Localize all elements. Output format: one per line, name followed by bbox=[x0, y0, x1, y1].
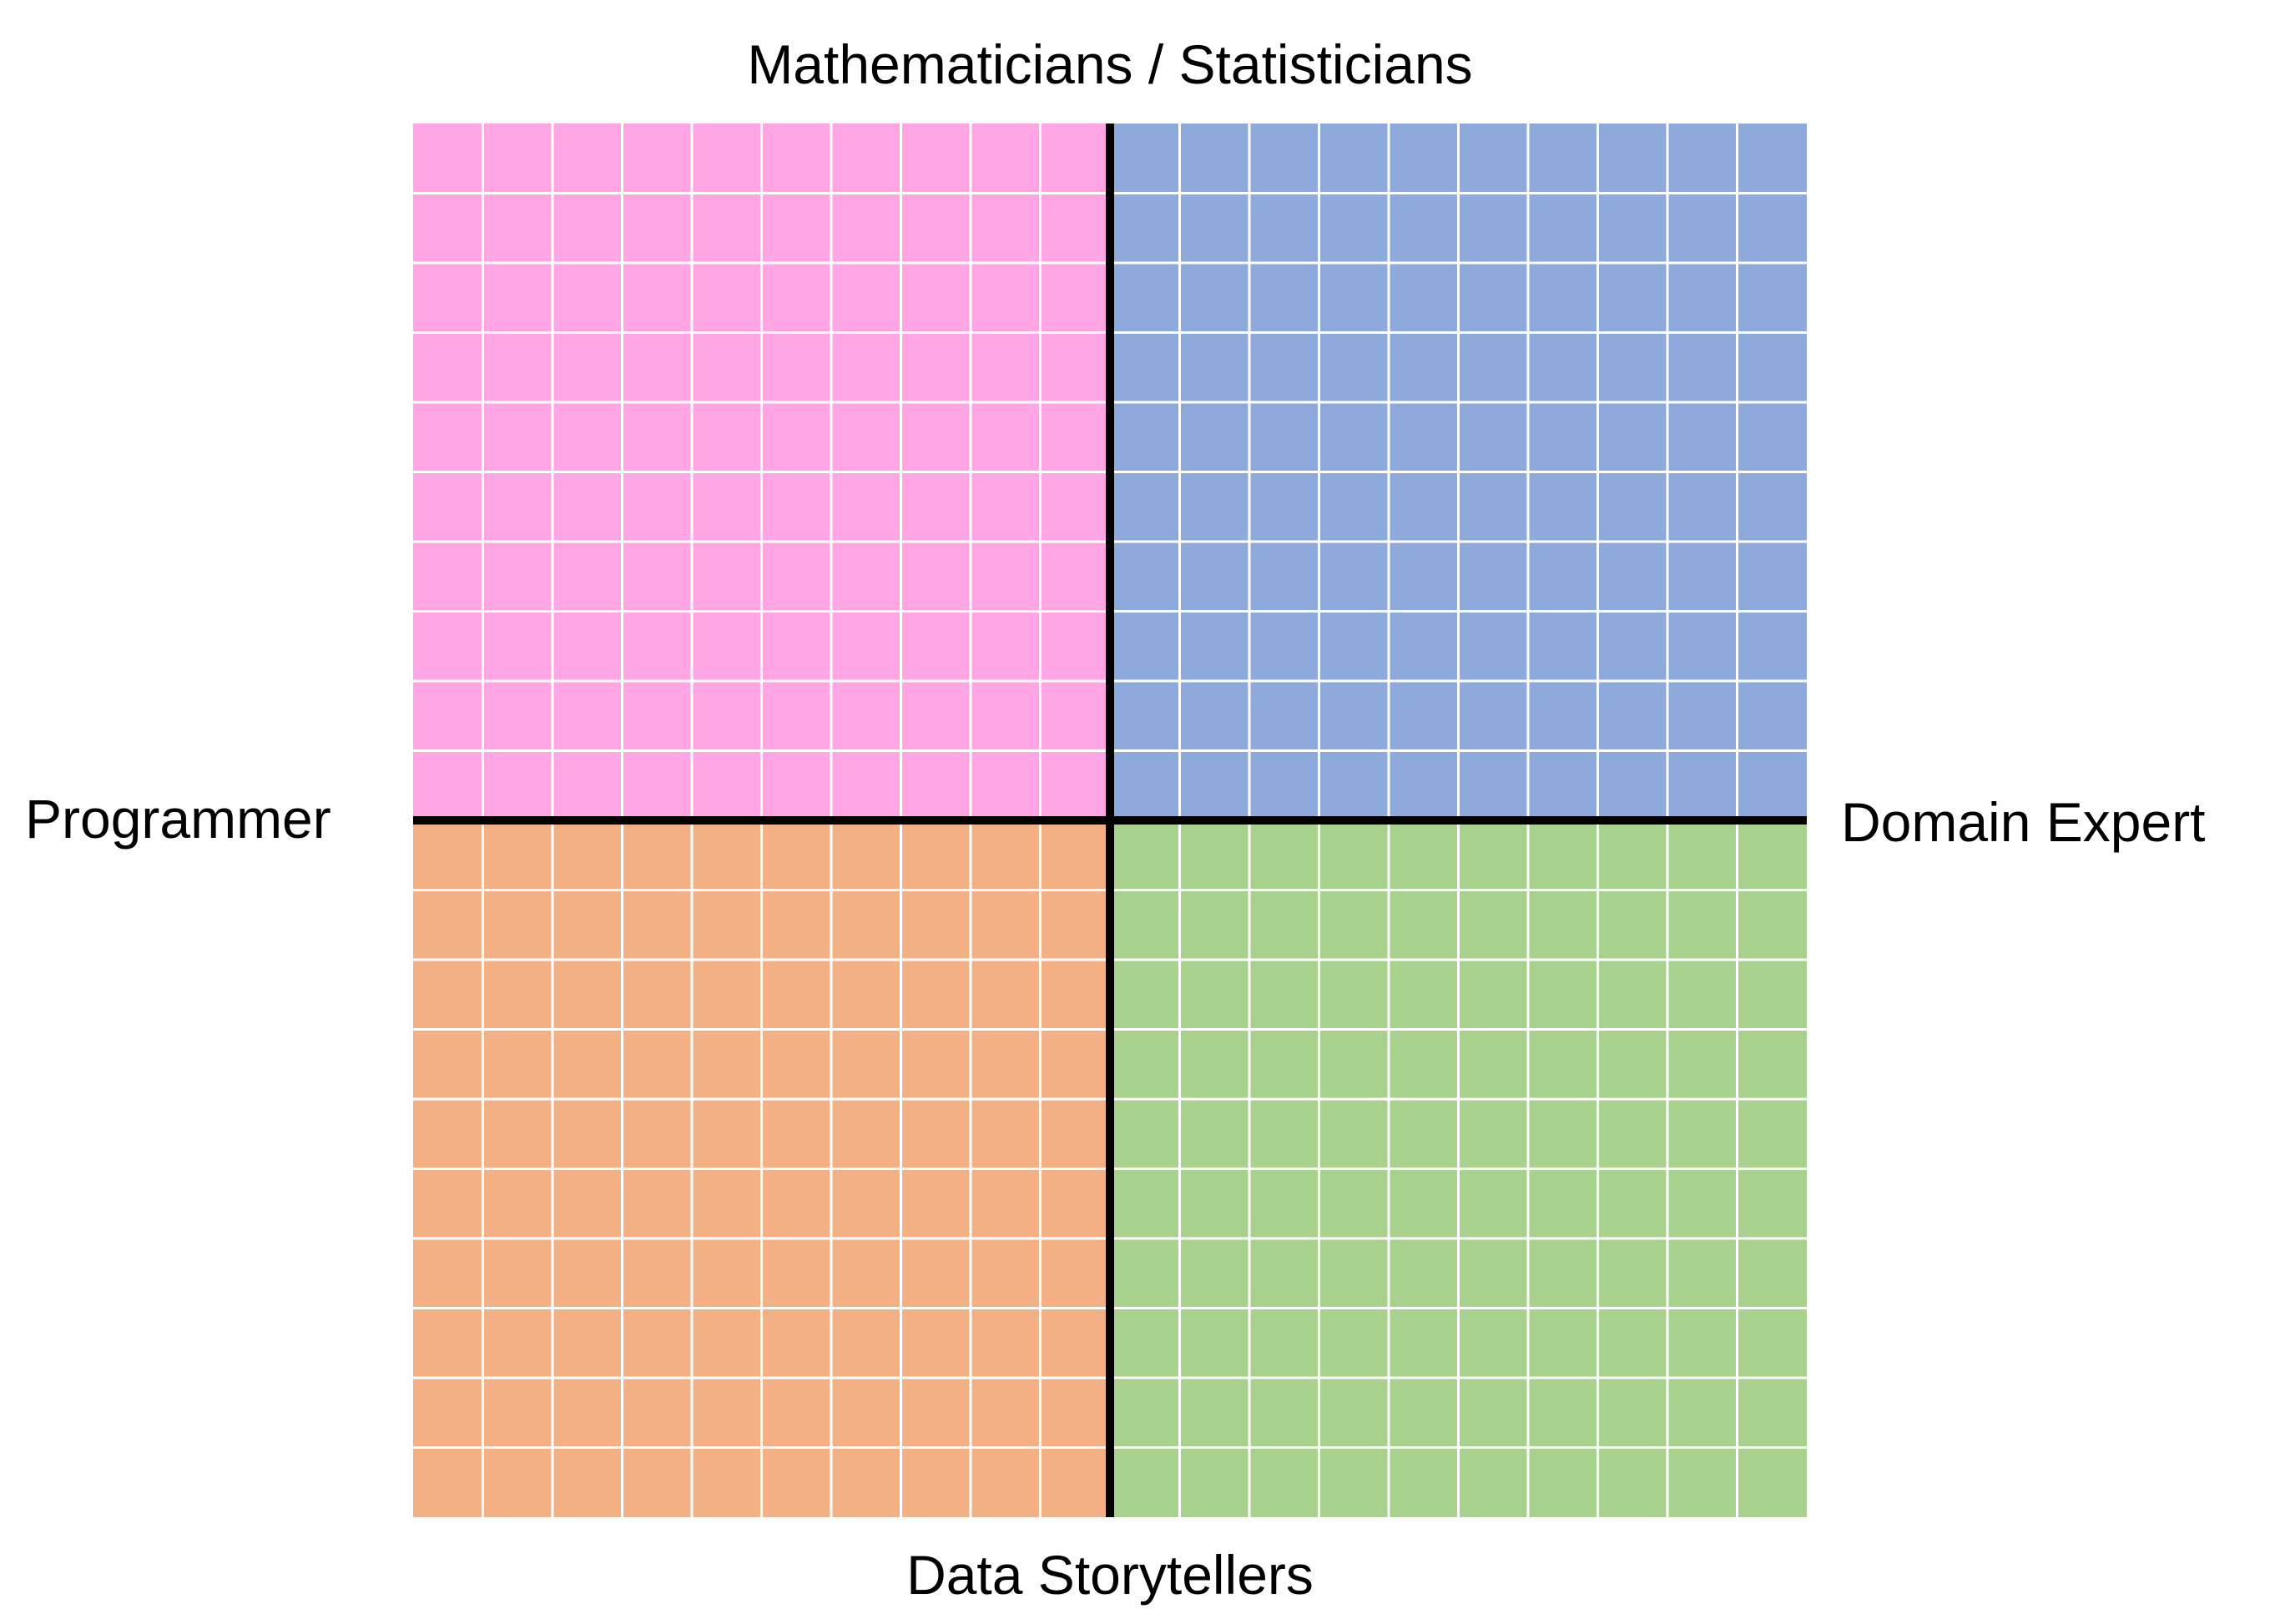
right-axis-label: Domain Expert bbox=[1841, 791, 2206, 853]
top-axis-label: Mathematicians / Statisticians bbox=[747, 33, 1473, 95]
bottom-axis-label: Data Storytellers bbox=[906, 1544, 1314, 1606]
left-axis-label: Programmer bbox=[25, 788, 331, 850]
